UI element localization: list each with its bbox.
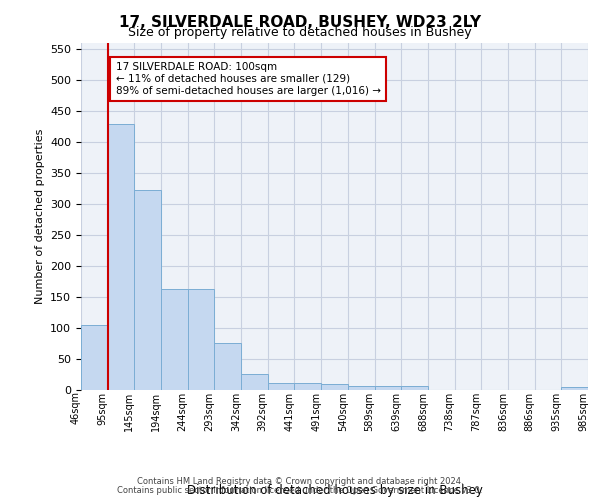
Text: Contains HM Land Registry data © Crown copyright and database right 2024.: Contains HM Land Registry data © Crown c… (137, 477, 463, 486)
Bar (401, 386, 428, 390)
Bar (268, 382, 295, 390)
Bar (214, 343, 241, 390)
Bar (134, 190, 161, 390)
Bar (321, 384, 348, 390)
Bar (374, 386, 401, 390)
Bar (107, 124, 134, 390)
Y-axis label: Number of detached properties: Number of detached properties (35, 128, 44, 304)
Bar (188, 289, 214, 390)
Bar (241, 374, 268, 390)
Bar (81, 325, 107, 390)
Bar (348, 386, 374, 390)
Text: 17 SILVERDALE ROAD: 100sqm
← 11% of detached houses are smaller (129)
89% of sem: 17 SILVERDALE ROAD: 100sqm ← 11% of deta… (116, 62, 380, 96)
Bar (295, 382, 321, 390)
Text: 17, SILVERDALE ROAD, BUSHEY, WD23 2LY: 17, SILVERDALE ROAD, BUSHEY, WD23 2LY (119, 15, 481, 30)
Text: Contains public sector information licensed under the Open Government Licence v3: Contains public sector information licen… (118, 486, 482, 495)
Bar (161, 289, 188, 390)
X-axis label: Distribution of detached houses by size in Bushey: Distribution of detached houses by size … (187, 484, 482, 496)
Bar (562, 387, 588, 390)
Text: Size of property relative to detached houses in Bushey: Size of property relative to detached ho… (128, 26, 472, 39)
